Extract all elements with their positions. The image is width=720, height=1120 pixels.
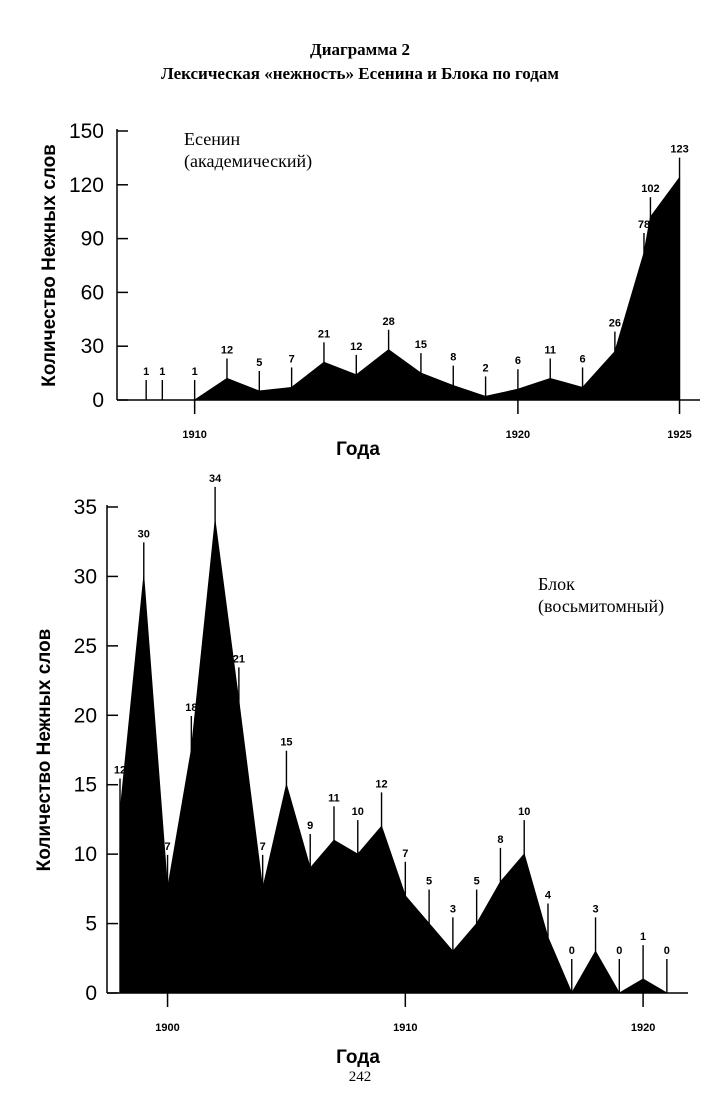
y-tick-label: 150 bbox=[69, 120, 104, 143]
series-label: Блок bbox=[538, 574, 575, 594]
data-label: 7 bbox=[260, 841, 266, 853]
data-label: 11 bbox=[544, 344, 556, 356]
figure-title: Диаграмма 2 bbox=[310, 40, 410, 59]
y-tick-label: 15 bbox=[74, 774, 97, 797]
x-tick-label: 1920 bbox=[506, 429, 530, 441]
data-label: 1 bbox=[159, 366, 165, 378]
x-tick-label: 1925 bbox=[667, 429, 691, 441]
y-tick-label: 30 bbox=[81, 335, 104, 358]
series-label: Есенин bbox=[184, 129, 240, 149]
y-tick-label: 35 bbox=[74, 496, 97, 519]
data-label: 6 bbox=[515, 355, 521, 367]
data-label: 10 bbox=[352, 806, 364, 818]
data-label: 21 bbox=[318, 328, 330, 340]
series-label: (восьмитомный) bbox=[538, 596, 664, 617]
data-label: 2 bbox=[483, 362, 489, 374]
data-label: 5 bbox=[474, 876, 480, 888]
data-label: 1 bbox=[192, 366, 198, 378]
data-label: 34 bbox=[209, 473, 222, 485]
data-label: 12 bbox=[375, 778, 387, 790]
page-number: 242 bbox=[348, 1069, 372, 1085]
figure-subtitle: Лексическая «нежность» Есенина и Блока п… bbox=[161, 64, 559, 83]
y-axis-label: Количество Нежных слов bbox=[39, 144, 60, 387]
data-label: 5 bbox=[256, 357, 262, 369]
y-tick-label: 0 bbox=[85, 982, 97, 1005]
y-tick-label: 90 bbox=[81, 228, 104, 251]
area-fill bbox=[146, 176, 681, 401]
data-label: 0 bbox=[664, 945, 670, 957]
data-label: 4 bbox=[545, 889, 552, 901]
data-label: 8 bbox=[497, 834, 503, 846]
data-label: 7 bbox=[402, 848, 408, 860]
data-label: 10 bbox=[518, 806, 530, 818]
y-tick-label: 60 bbox=[81, 281, 104, 304]
y-tick-label: 30 bbox=[74, 565, 97, 588]
data-label: 12 bbox=[114, 764, 126, 776]
data-label: 1 bbox=[640, 931, 646, 943]
data-label: 6 bbox=[579, 353, 585, 365]
data-label: 9 bbox=[307, 820, 313, 832]
data-label: 15 bbox=[415, 339, 427, 351]
data-label: 15 bbox=[280, 737, 292, 749]
data-label: 26 bbox=[609, 318, 621, 330]
series-label: (академический) bbox=[184, 151, 312, 172]
x-axis-label: Года bbox=[336, 439, 380, 460]
data-label: 123 bbox=[670, 144, 688, 156]
y-tick-label: 10 bbox=[74, 843, 97, 866]
data-label: 5 bbox=[426, 876, 432, 888]
x-tick-label: 1900 bbox=[155, 1022, 179, 1034]
y-axis-label: Количество Нежных слов bbox=[34, 629, 55, 872]
data-label: 12 bbox=[350, 341, 362, 353]
data-label: 3 bbox=[592, 903, 598, 915]
y-tick-label: 20 bbox=[74, 704, 97, 727]
data-label: 0 bbox=[569, 945, 575, 957]
data-label: 18 bbox=[185, 702, 197, 714]
y-tick-label: 0 bbox=[92, 389, 104, 412]
data-label: 7 bbox=[164, 841, 170, 853]
data-label: 7 bbox=[289, 353, 295, 365]
data-label: 8 bbox=[450, 352, 456, 364]
data-label: 21 bbox=[233, 653, 245, 665]
data-label: 1 bbox=[143, 366, 149, 378]
data-label: 11 bbox=[328, 792, 340, 804]
y-tick-label: 5 bbox=[85, 913, 97, 936]
x-tick-label: 1920 bbox=[631, 1022, 655, 1034]
data-label: 0 bbox=[616, 945, 622, 957]
area-fill bbox=[119, 520, 669, 995]
data-label: 3 bbox=[450, 903, 456, 915]
data-label: 30 bbox=[138, 528, 150, 540]
data-label: 78 bbox=[638, 219, 650, 231]
data-label: 28 bbox=[382, 316, 394, 328]
y-tick-label: 25 bbox=[74, 635, 97, 658]
data-label: 102 bbox=[641, 183, 659, 195]
x-tick-label: 1910 bbox=[182, 429, 206, 441]
data-label: 12 bbox=[221, 344, 233, 356]
x-axis-label: Года bbox=[336, 1047, 380, 1068]
x-tick-label: 1910 bbox=[393, 1022, 417, 1034]
y-tick-label: 120 bbox=[69, 174, 104, 197]
